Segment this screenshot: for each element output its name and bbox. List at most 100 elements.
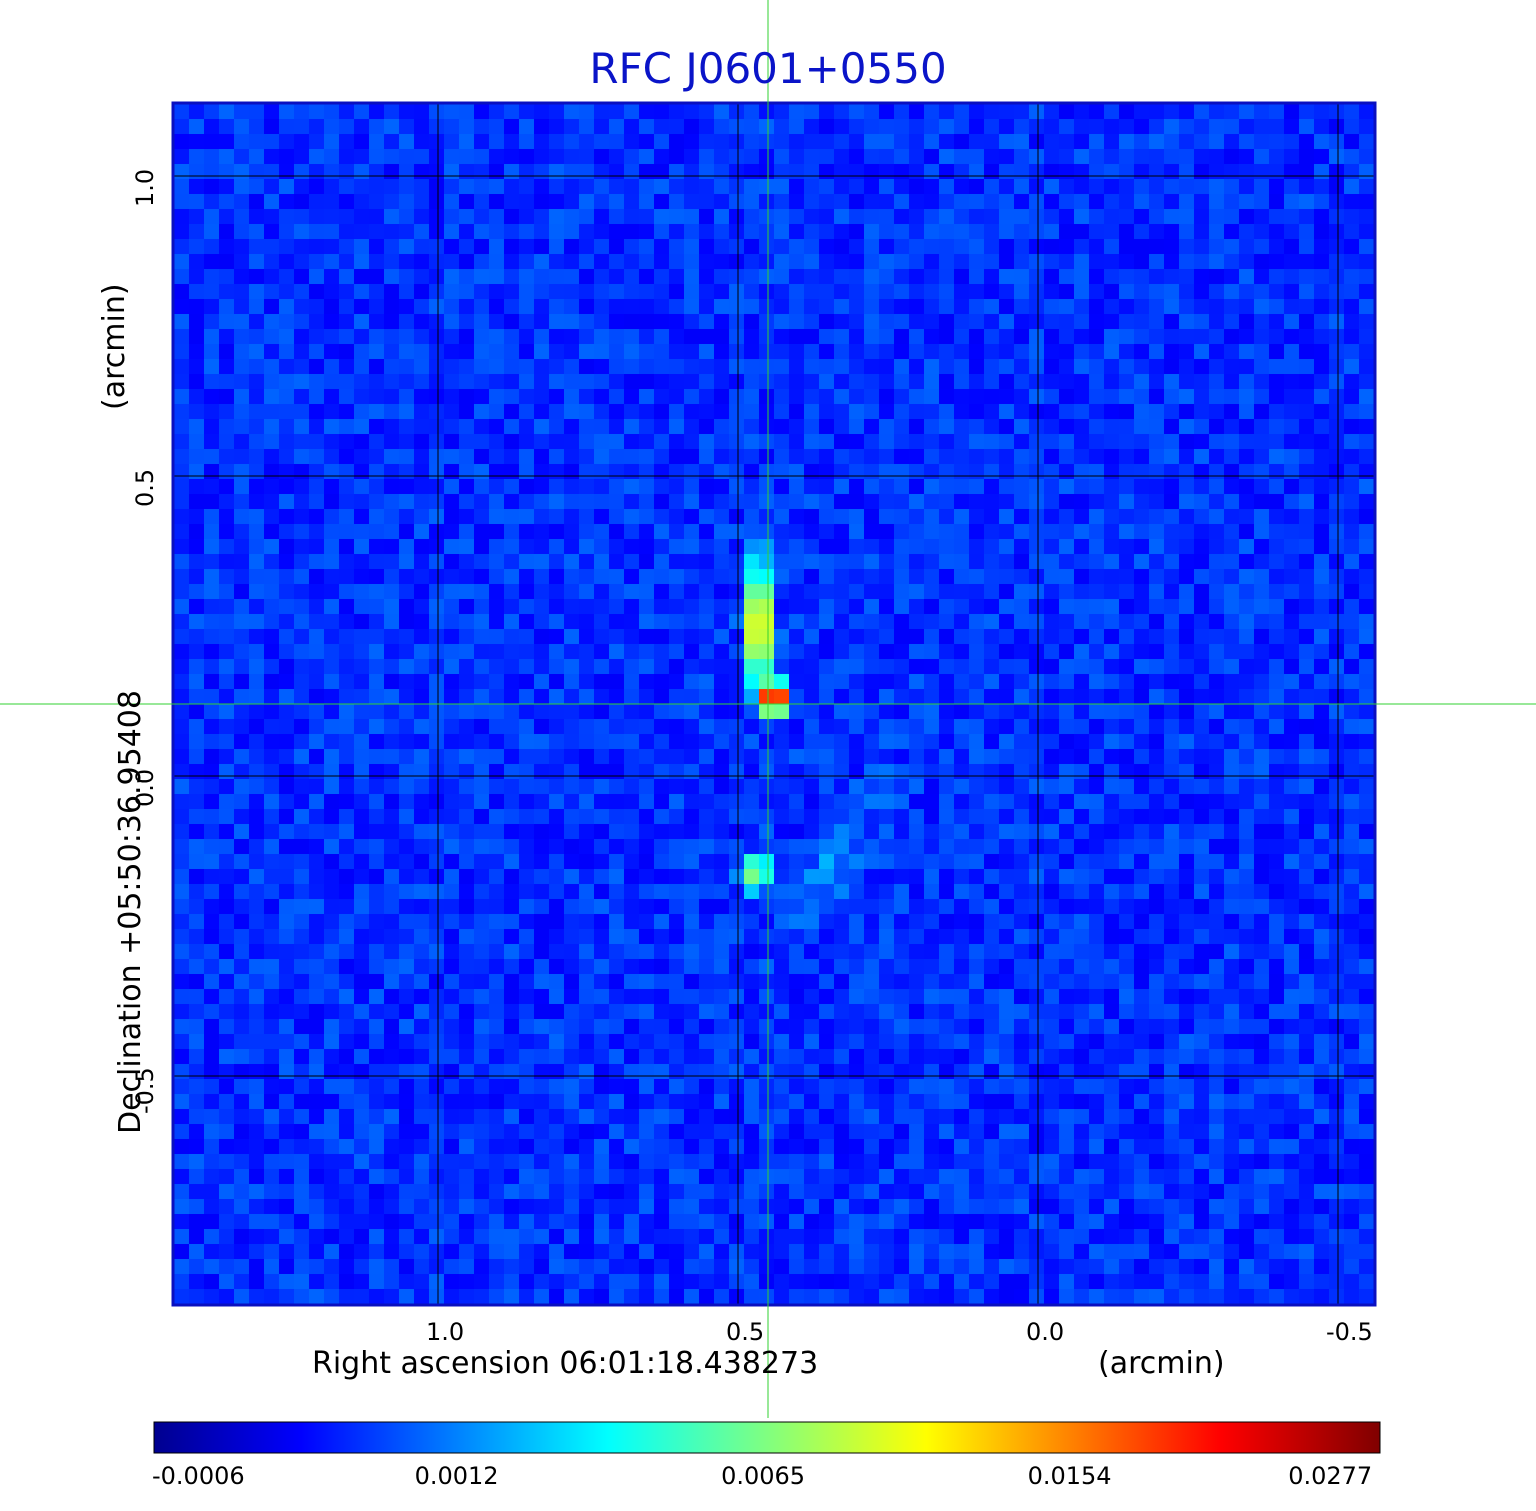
heatmap-cell	[834, 314, 850, 330]
heatmap-cell	[564, 434, 580, 450]
heatmap-cell	[909, 119, 925, 135]
heatmap-cell	[894, 899, 910, 915]
heatmap-cell	[384, 929, 400, 945]
heatmap-cell	[729, 314, 745, 330]
heatmap-cell	[969, 569, 985, 585]
heatmap-cell	[1314, 194, 1330, 210]
heatmap-cell	[1014, 944, 1030, 960]
heatmap-cell	[594, 704, 610, 720]
heatmap-cell	[444, 704, 460, 720]
heatmap-cell	[474, 404, 490, 420]
heatmap-cell	[834, 449, 850, 465]
heatmap-cell	[339, 644, 355, 660]
heatmap-cell	[384, 284, 400, 300]
heatmap-cell	[1149, 314, 1165, 330]
heatmap-cell	[369, 149, 385, 165]
heatmap-cell	[1224, 134, 1240, 150]
heatmap-cell	[834, 224, 850, 240]
heatmap-cell	[174, 449, 190, 465]
heatmap-cell	[474, 734, 490, 750]
heatmap-cell	[339, 704, 355, 720]
heatmap-cell	[699, 419, 715, 435]
heatmap-cell	[324, 899, 340, 915]
heatmap-cell	[504, 899, 520, 915]
heatmap-cell	[1029, 119, 1045, 135]
heatmap-cell	[219, 419, 235, 435]
heatmap-cell	[639, 584, 655, 600]
heatmap-cell	[1269, 104, 1285, 120]
heatmap-cell	[279, 689, 295, 705]
heatmap-cell	[504, 959, 520, 975]
heatmap-cell	[384, 989, 400, 1005]
heatmap-cell	[1149, 1019, 1165, 1035]
heatmap-cell	[1239, 134, 1255, 150]
heatmap-cell	[1299, 659, 1315, 675]
heatmap-cell	[174, 149, 190, 165]
heatmap-cell	[594, 1034, 610, 1050]
heatmap-cell	[534, 299, 550, 315]
heatmap-cell	[1074, 734, 1090, 750]
heatmap-cell	[1194, 659, 1210, 675]
heatmap-cell	[1119, 989, 1135, 1005]
heatmap-cell	[219, 389, 235, 405]
heatmap-cell	[189, 869, 205, 885]
heatmap-cell	[819, 809, 835, 825]
heatmap-cell	[519, 989, 535, 1005]
heatmap-cell	[354, 839, 370, 855]
heatmap-cell	[249, 884, 265, 900]
heatmap-cell	[234, 314, 250, 330]
heatmap-cell	[1074, 644, 1090, 660]
heatmap-cell	[1179, 434, 1195, 450]
heatmap-cell	[1149, 944, 1165, 960]
heatmap-cell	[219, 584, 235, 600]
heatmap-cell	[699, 509, 715, 525]
heatmap-cell	[714, 389, 730, 405]
heatmap-cell	[504, 419, 520, 435]
heatmap-cell	[909, 944, 925, 960]
heatmap-cell	[759, 479, 775, 495]
heatmap-cell	[1134, 854, 1150, 870]
heatmap-cell	[519, 359, 535, 375]
heatmap-cell	[249, 254, 265, 270]
heatmap-cell	[684, 239, 700, 255]
heatmap-cell	[1284, 194, 1300, 210]
heatmap-cell	[804, 869, 820, 885]
heatmap-cell	[234, 539, 250, 555]
heatmap-cell	[1224, 1004, 1240, 1020]
heatmap-cell	[819, 419, 835, 435]
heatmap-cell	[1284, 929, 1300, 945]
heatmap-cell	[819, 389, 835, 405]
heatmap-cell	[579, 554, 595, 570]
heatmap-cell	[294, 599, 310, 615]
heatmap-cell	[1059, 344, 1075, 360]
heatmap-cell	[909, 524, 925, 540]
heatmap-cell	[579, 584, 595, 600]
heatmap-cell	[654, 674, 670, 690]
heatmap-cell	[189, 899, 205, 915]
heatmap-cell	[414, 1019, 430, 1035]
heatmap-cell	[249, 824, 265, 840]
heatmap-cell	[429, 509, 445, 525]
heatmap-cell	[1149, 659, 1165, 675]
heatmap-cell	[744, 314, 760, 330]
heatmap-cell	[189, 554, 205, 570]
heatmap-cell	[759, 884, 775, 900]
heatmap-cell	[624, 944, 640, 960]
heatmap-cell	[744, 1019, 760, 1035]
heatmap-cell	[1044, 629, 1060, 645]
heatmap-cell	[459, 704, 475, 720]
heatmap-cell	[849, 344, 865, 360]
heatmap-cell	[789, 434, 805, 450]
heatmap-cell	[189, 149, 205, 165]
heatmap-cell	[1074, 869, 1090, 885]
heatmap-cell	[804, 854, 820, 870]
heatmap-cell	[219, 959, 235, 975]
heatmap-cell	[1044, 224, 1060, 240]
heatmap-cell	[669, 164, 685, 180]
heatmap-cell	[969, 854, 985, 870]
heatmap-cell	[1089, 749, 1105, 765]
heatmap-cell	[924, 779, 940, 795]
heatmap-cell	[549, 269, 565, 285]
heatmap-cell	[459, 569, 475, 585]
heatmap-cell	[1239, 419, 1255, 435]
